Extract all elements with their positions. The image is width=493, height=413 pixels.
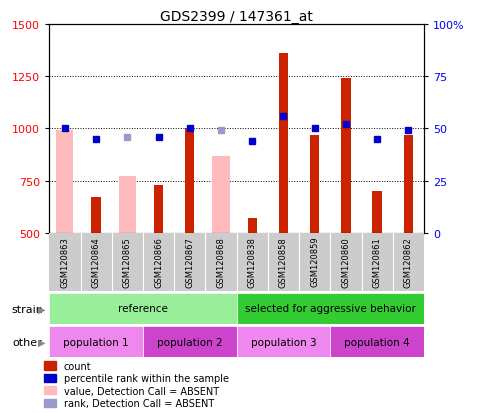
Bar <box>56 131 73 233</box>
Bar <box>310 135 319 233</box>
Bar <box>330 326 424 357</box>
Bar <box>154 185 163 233</box>
Text: population 4: population 4 <box>344 337 410 347</box>
Bar <box>237 293 424 324</box>
Text: selected for aggressive behavior: selected for aggressive behavior <box>245 304 416 314</box>
Text: GSM120862: GSM120862 <box>404 236 413 287</box>
Text: reference: reference <box>118 304 168 314</box>
Text: GSM120859: GSM120859 <box>310 236 319 287</box>
Text: ▶: ▶ <box>38 337 46 347</box>
Text: GSM120868: GSM120868 <box>216 236 225 287</box>
Bar <box>373 192 382 233</box>
Bar <box>49 293 237 324</box>
Text: GSM120861: GSM120861 <box>373 236 382 287</box>
Text: GSM120867: GSM120867 <box>185 236 194 287</box>
Text: GSM120863: GSM120863 <box>61 236 70 287</box>
Text: ▶: ▶ <box>38 304 46 314</box>
Text: GSM120864: GSM120864 <box>92 236 101 287</box>
Title: GDS2399 / 147361_at: GDS2399 / 147361_at <box>160 10 313 24</box>
Bar <box>143 326 237 357</box>
Text: GSM120858: GSM120858 <box>279 236 288 287</box>
Bar <box>212 156 230 233</box>
Bar <box>92 198 101 233</box>
Bar <box>247 219 257 233</box>
Bar <box>341 79 351 233</box>
Bar <box>185 129 195 233</box>
Bar <box>279 54 288 233</box>
Text: GSM120860: GSM120860 <box>342 236 351 287</box>
Text: population 2: population 2 <box>157 337 223 347</box>
Legend: count, percentile rank within the sample, value, Detection Call = ABSENT, rank, : count, percentile rank within the sample… <box>44 361 229 408</box>
Text: GSM120838: GSM120838 <box>248 236 257 287</box>
Text: population 3: population 3 <box>250 337 317 347</box>
Text: GSM120865: GSM120865 <box>123 236 132 287</box>
Text: GSM120866: GSM120866 <box>154 236 163 287</box>
Bar <box>119 177 136 233</box>
Bar <box>49 326 143 357</box>
Text: strain: strain <box>11 304 43 314</box>
Bar <box>404 135 413 233</box>
Text: other: other <box>12 337 42 347</box>
Bar <box>237 326 330 357</box>
Text: population 1: population 1 <box>63 337 129 347</box>
